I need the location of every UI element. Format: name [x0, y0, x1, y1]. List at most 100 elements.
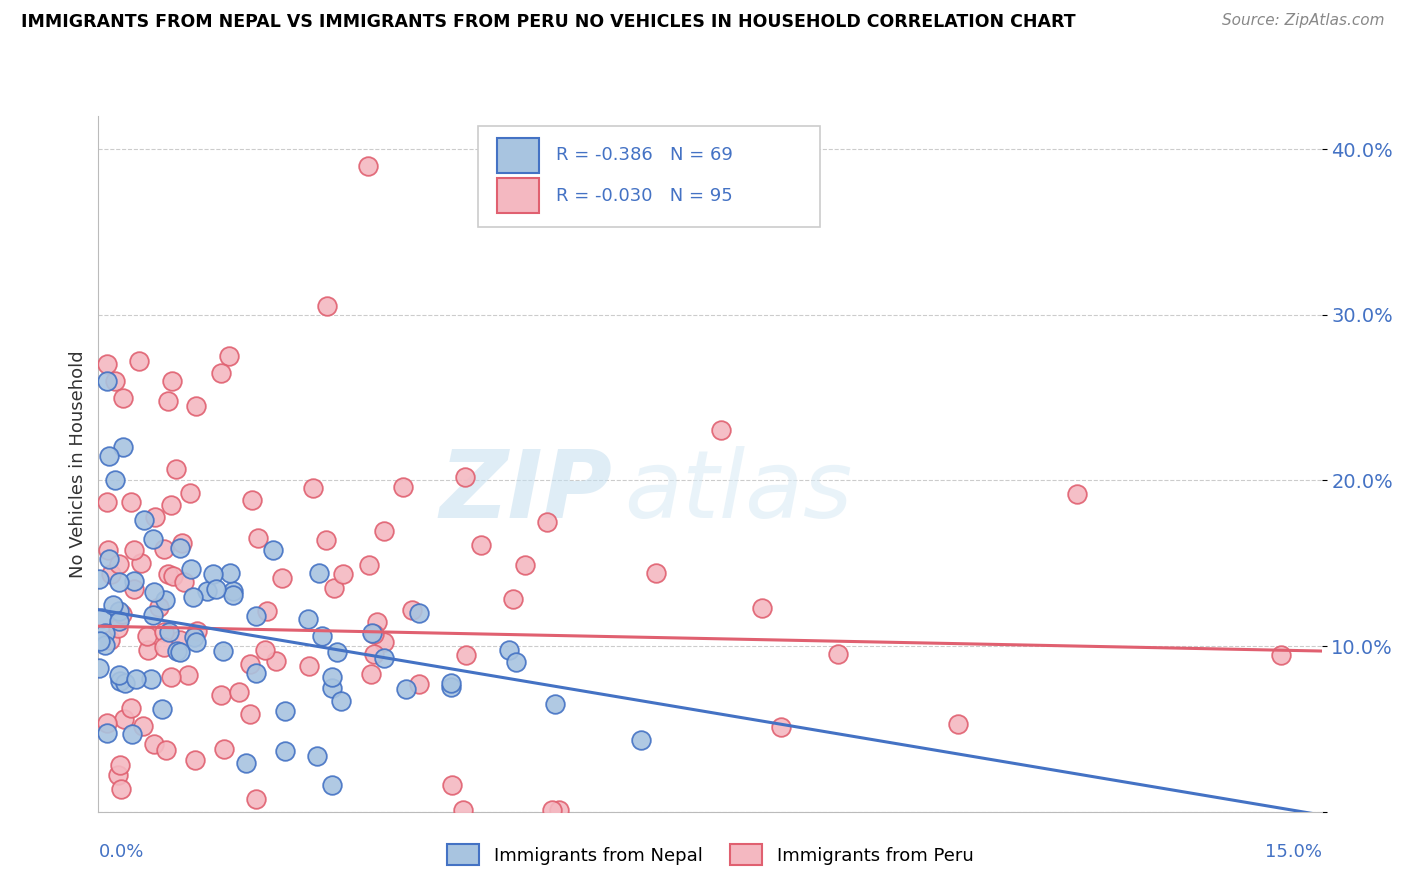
Point — [87, 572, 110, 586]
Point — [114, 676, 136, 690]
Point — [470, 538, 492, 552]
Point — [373, 635, 395, 649]
Point — [209, 366, 232, 380]
Point — [253, 643, 276, 657]
Point — [212, 742, 235, 756]
Point — [169, 644, 191, 658]
Point — [142, 607, 165, 622]
Text: atlas: atlas — [624, 446, 852, 537]
Point — [111, 440, 134, 454]
Point — [201, 567, 224, 582]
Point — [271, 571, 294, 585]
Point — [242, 493, 264, 508]
Point — [162, 569, 184, 583]
Point — [108, 557, 131, 571]
Point — [108, 673, 131, 688]
Point — [502, 592, 524, 607]
Point — [246, 531, 269, 545]
Point — [315, 533, 337, 547]
Point — [136, 642, 159, 657]
Point — [440, 778, 463, 792]
Point — [122, 582, 145, 596]
Point — [321, 681, 343, 695]
Point — [363, 627, 385, 641]
Point — [160, 374, 183, 388]
Point — [373, 650, 395, 665]
Point — [245, 609, 267, 624]
Point — [93, 625, 115, 640]
Point — [395, 682, 418, 697]
Point — [108, 758, 131, 772]
Point — [401, 603, 423, 617]
Point — [155, 742, 177, 756]
Point — [157, 394, 180, 409]
Point — [94, 638, 117, 652]
Point — [111, 607, 134, 621]
Point — [262, 542, 284, 557]
Point — [122, 543, 145, 558]
Point — [98, 449, 121, 463]
Point — [710, 423, 733, 437]
Legend: Immigrants from Nepal, Immigrants from Peru: Immigrants from Nepal, Immigrants from P… — [440, 837, 980, 872]
Point — [301, 481, 323, 495]
Point — [122, 574, 145, 589]
Point — [108, 614, 131, 628]
Text: IMMIGRANTS FROM NEPAL VS IMMIGRANTS FROM PERU NO VEHICLES IN HOUSEHOLD CORRELATI: IMMIGRANTS FROM NEPAL VS IMMIGRANTS FROM… — [21, 13, 1076, 31]
Point — [274, 744, 297, 758]
Point — [946, 716, 969, 731]
Point — [439, 676, 461, 690]
Point — [440, 680, 463, 694]
Point — [96, 716, 118, 731]
Point — [107, 768, 129, 782]
Text: ZIP: ZIP — [439, 446, 612, 538]
Point — [322, 581, 344, 595]
Point — [366, 615, 388, 629]
Point — [100, 567, 122, 582]
Point — [297, 612, 319, 626]
Point — [311, 629, 333, 643]
Point — [212, 644, 235, 658]
Point — [184, 753, 207, 767]
Point — [218, 349, 240, 363]
FancyBboxPatch shape — [478, 127, 820, 227]
Point — [186, 399, 208, 413]
Point — [308, 566, 330, 580]
Text: R = -0.386   N = 69: R = -0.386 N = 69 — [555, 146, 733, 164]
Point — [129, 557, 152, 571]
Point — [645, 566, 668, 580]
Point — [89, 661, 111, 675]
Point — [165, 462, 187, 476]
Point — [96, 358, 118, 372]
Point — [96, 726, 118, 740]
Point — [142, 585, 165, 599]
Point — [172, 536, 194, 550]
Text: Source: ZipAtlas.com: Source: ZipAtlas.com — [1222, 13, 1385, 29]
Point — [356, 159, 378, 173]
Point — [307, 749, 329, 764]
Text: 15.0%: 15.0% — [1264, 843, 1322, 861]
Point — [408, 677, 430, 691]
FancyBboxPatch shape — [498, 178, 538, 213]
Point — [136, 629, 159, 643]
Point — [169, 632, 191, 647]
Point — [298, 659, 321, 673]
Point — [153, 640, 176, 655]
Point — [264, 654, 287, 668]
Point — [128, 353, 150, 368]
Point — [321, 778, 343, 792]
Text: 0.0%: 0.0% — [98, 843, 143, 861]
Point — [107, 621, 129, 635]
Point — [329, 694, 352, 708]
Point — [357, 558, 380, 573]
Y-axis label: No Vehicles in Household: No Vehicles in Household — [69, 350, 87, 578]
Point — [536, 515, 558, 529]
Point — [222, 584, 245, 599]
Point — [134, 513, 156, 527]
Point — [173, 575, 195, 590]
Point — [363, 647, 385, 661]
Point — [456, 648, 478, 663]
Point — [239, 657, 262, 672]
Point — [235, 756, 257, 771]
Point — [153, 542, 176, 557]
Point — [245, 665, 267, 680]
